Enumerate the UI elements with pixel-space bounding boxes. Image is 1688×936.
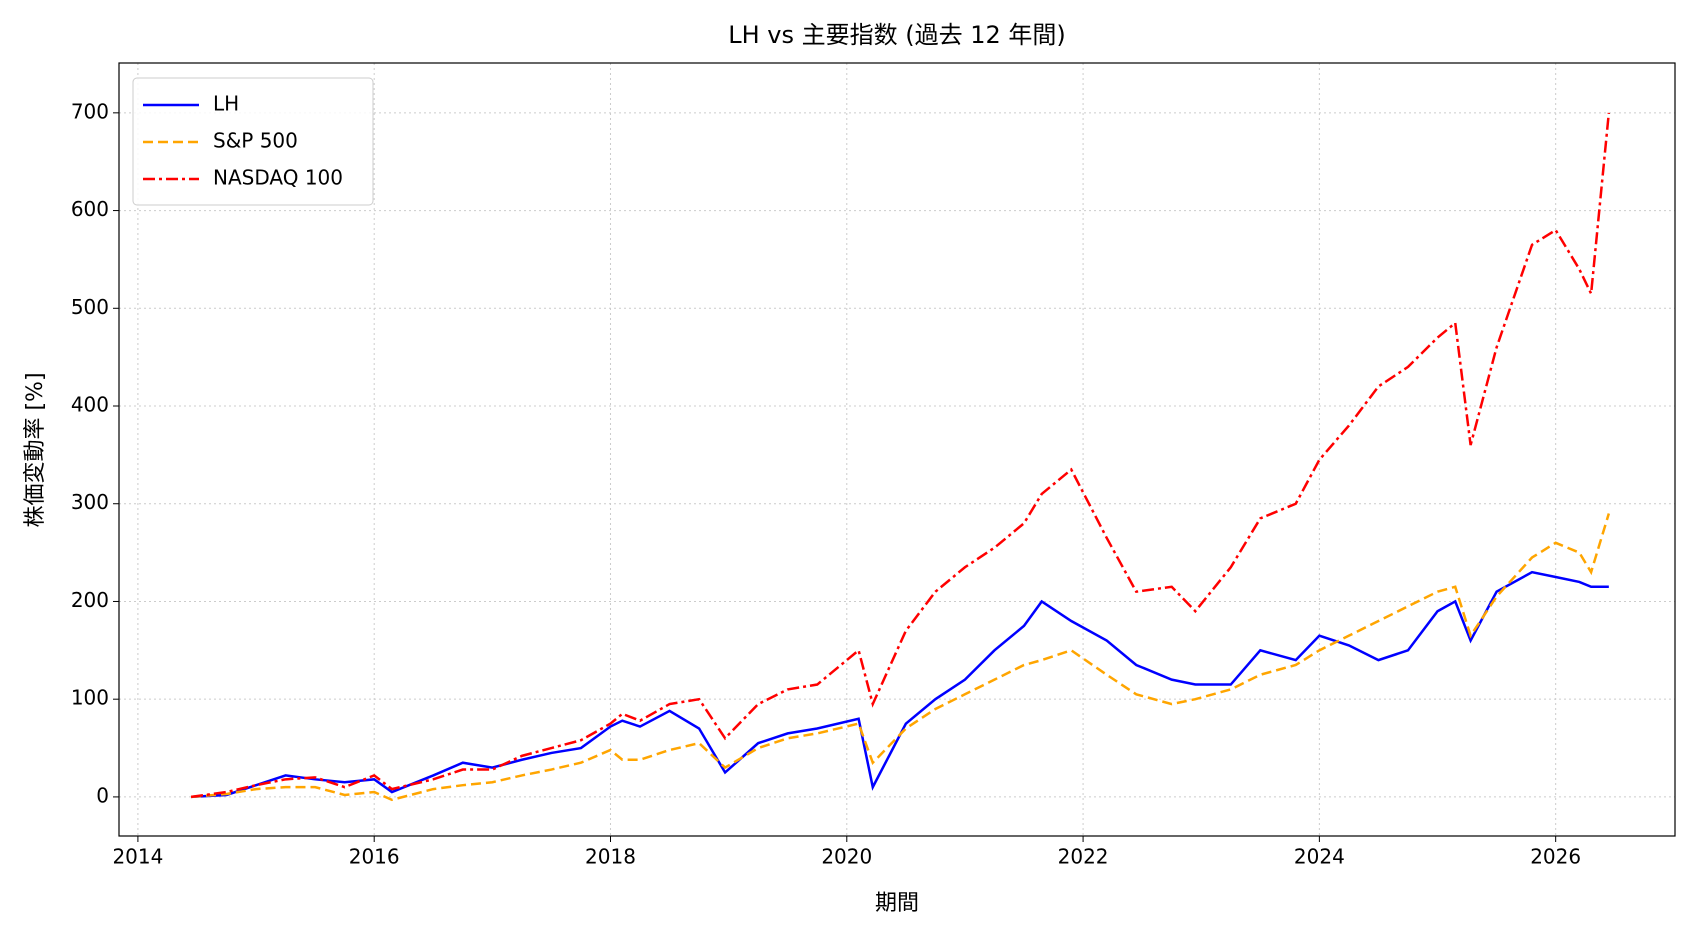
series-line	[190, 513, 1611, 802]
x-tick-label: 2022	[1058, 845, 1109, 869]
x-axis-label: 期間	[875, 891, 919, 916]
x-tick-label: 2016	[349, 845, 400, 869]
y-tick-label: 100	[71, 686, 109, 710]
y-tick-label: 500	[71, 295, 109, 319]
y-tick-label: 600	[71, 197, 109, 221]
series-line	[191, 570, 1609, 799]
y-tick-label: 0	[96, 783, 109, 807]
y-tick-label: 700	[71, 99, 109, 123]
chart-title: LH vs 主要指数 (過去 12 年間)	[728, 21, 1066, 49]
plot-frame	[118, 62, 1676, 837]
legend-box	[132, 77, 374, 206]
y-tick-label: 300	[71, 490, 109, 514]
y-axis-label: 株価変動率 [%]	[23, 372, 48, 527]
x-tick-label: 2024	[1294, 845, 1345, 869]
x-tick-label: 2026	[1530, 845, 1581, 869]
y-tick-label: 400	[71, 393, 109, 417]
legend-label: S&P 500	[213, 129, 298, 153]
y-tick-label: 200	[71, 588, 109, 612]
legend-label: LH	[213, 92, 239, 116]
x-tick-label: 2018	[585, 845, 636, 869]
x-tick-label: 2020	[821, 845, 872, 869]
x-tick-label: 2014	[112, 845, 163, 869]
legend-label: NASDAQ 100	[213, 166, 343, 190]
series-line	[190, 112, 1611, 799]
